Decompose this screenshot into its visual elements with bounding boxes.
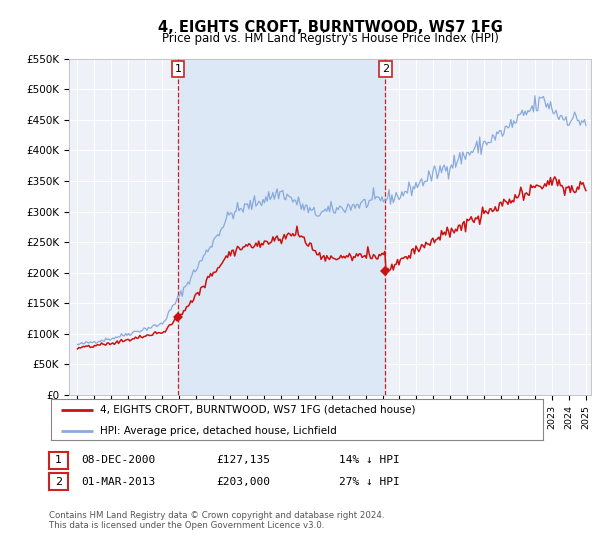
Text: 01-MAR-2013: 01-MAR-2013 xyxy=(81,477,155,487)
Bar xyxy=(178,59,385,395)
Text: Contains HM Land Registry data © Crown copyright and database right 2024.: Contains HM Land Registry data © Crown c… xyxy=(49,511,385,520)
Text: 1: 1 xyxy=(55,455,62,465)
Text: 4, EIGHTS CROFT, BURNTWOOD, WS7 1FG: 4, EIGHTS CROFT, BURNTWOOD, WS7 1FG xyxy=(158,20,502,35)
Text: 4, EIGHTS CROFT, BURNTWOOD, WS7 1FG (detached house): 4, EIGHTS CROFT, BURNTWOOD, WS7 1FG (det… xyxy=(100,405,416,415)
Text: 14% ↓ HPI: 14% ↓ HPI xyxy=(339,455,400,465)
Text: 2: 2 xyxy=(382,64,389,74)
Text: Price paid vs. HM Land Registry's House Price Index (HPI): Price paid vs. HM Land Registry's House … xyxy=(161,32,499,45)
Text: £203,000: £203,000 xyxy=(216,477,270,487)
Text: £127,135: £127,135 xyxy=(216,455,270,465)
Text: 08-DEC-2000: 08-DEC-2000 xyxy=(81,455,155,465)
Text: This data is licensed under the Open Government Licence v3.0.: This data is licensed under the Open Gov… xyxy=(49,521,325,530)
Text: HPI: Average price, detached house, Lichfield: HPI: Average price, detached house, Lich… xyxy=(100,426,337,436)
Text: 1: 1 xyxy=(175,64,181,74)
Text: 2: 2 xyxy=(55,477,62,487)
Text: 27% ↓ HPI: 27% ↓ HPI xyxy=(339,477,400,487)
